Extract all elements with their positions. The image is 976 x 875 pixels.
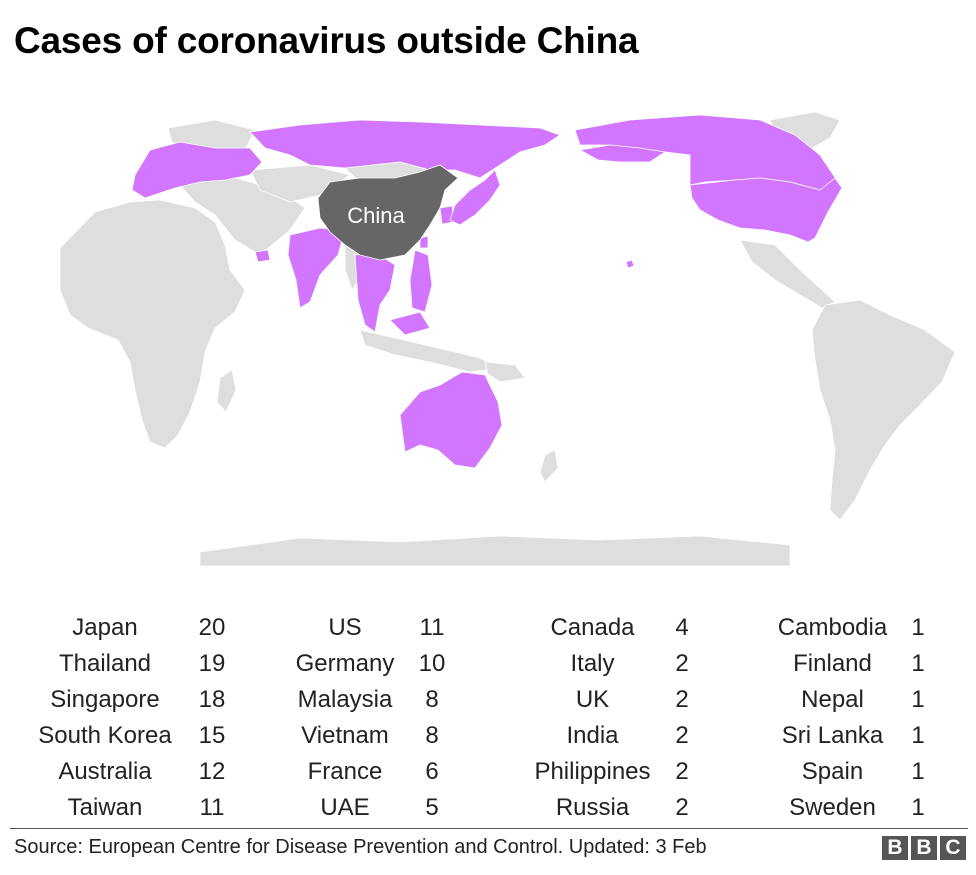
region-africa: [59, 199, 246, 449]
country-name: Taiwan: [67, 794, 143, 821]
logo-letter: C: [940, 836, 966, 860]
country-us-hawaii: [625, 259, 635, 269]
case-count: 18: [198, 686, 226, 713]
country-uae: [254, 249, 271, 263]
country-name: Germany: [295, 650, 395, 677]
case-count: 2: [675, 758, 689, 785]
logo-letter: B: [882, 836, 908, 860]
country-name: Malaysia: [297, 686, 393, 713]
region-south-america: [811, 299, 956, 521]
case-count: 11: [199, 794, 225, 821]
case-count: 1: [911, 794, 925, 821]
country-name: Nepal: [801, 686, 864, 713]
case-count: 8: [425, 686, 439, 713]
country-philippines: [409, 249, 433, 313]
source-note: Source: European Centre for Disease Prev…: [14, 836, 707, 858]
country-malaysia: [389, 311, 431, 336]
region-antarctica: [199, 535, 791, 567]
country-name: Sri Lanka: [781, 722, 884, 749]
case-count: 5: [425, 794, 439, 821]
cases-table: Japan 20 Thailand 19 Singapore 18 South …: [0, 610, 976, 825]
case-count: 11: [419, 614, 445, 641]
case-count: 2: [675, 794, 689, 821]
country-name: Singapore: [50, 686, 160, 713]
case-count: 12: [198, 758, 226, 785]
case-count: 1: [911, 758, 925, 785]
country-japan: [449, 169, 501, 226]
world-map: China: [59, 111, 956, 567]
bbc-logo: B B C: [882, 836, 966, 860]
case-count: 1: [911, 650, 925, 677]
country-name: Vietnam: [301, 722, 389, 749]
region-central-america: [739, 239, 836, 309]
chart-title: Cases of coronavirus outside China: [14, 20, 639, 61]
country-name: Cambodia: [777, 614, 888, 641]
logo-letter: B: [911, 836, 937, 860]
country-taiwan: [419, 235, 429, 249]
country-new-zealand: [539, 449, 559, 483]
region-europe-affected: [131, 141, 263, 199]
country-name: Russia: [555, 794, 630, 821]
country-name: Australia: [58, 758, 152, 785]
country-name: Italy: [570, 650, 615, 677]
case-count: 1: [911, 614, 925, 641]
case-count: 15: [198, 722, 226, 749]
country-us-alaska: [579, 144, 666, 163]
country-name: Spain: [801, 758, 864, 785]
region-indonesia: [359, 329, 501, 373]
case-count: 2: [675, 722, 689, 749]
country-name: Canada: [550, 614, 635, 641]
case-count: 1: [911, 722, 925, 749]
country-name: UAE: [320, 794, 370, 821]
case-count: 4: [675, 614, 689, 641]
country-name: Philippines: [534, 758, 651, 785]
country-madagascar: [216, 369, 237, 413]
case-count: 1: [911, 686, 925, 713]
country-russia: [249, 119, 561, 179]
case-count: 2: [675, 686, 689, 713]
case-count: 20: [198, 614, 226, 641]
case-count: 2: [675, 650, 689, 677]
country-name: Japan: [72, 614, 138, 641]
country-name: France: [307, 758, 383, 785]
case-count: 19: [198, 650, 226, 677]
country-us: [689, 177, 843, 243]
case-count: 8: [425, 722, 439, 749]
country-papua-new-guinea: [484, 361, 526, 383]
country-name: UK: [575, 686, 610, 713]
country-australia: [399, 371, 503, 469]
country-name: Finland: [793, 650, 872, 677]
case-count: 10: [418, 650, 446, 677]
case-count: 6: [425, 758, 439, 785]
country-name: Sweden: [789, 794, 876, 821]
region-southeast-asia: [354, 251, 396, 333]
china-label: China: [347, 203, 405, 228]
country-china: [317, 164, 459, 261]
country-name: South Korea: [38, 722, 172, 749]
country-name: US: [328, 614, 362, 641]
country-name: India: [566, 722, 619, 749]
footer-divider: [10, 828, 968, 829]
country-name: Thailand: [58, 650, 152, 677]
country-india: [287, 227, 346, 309]
